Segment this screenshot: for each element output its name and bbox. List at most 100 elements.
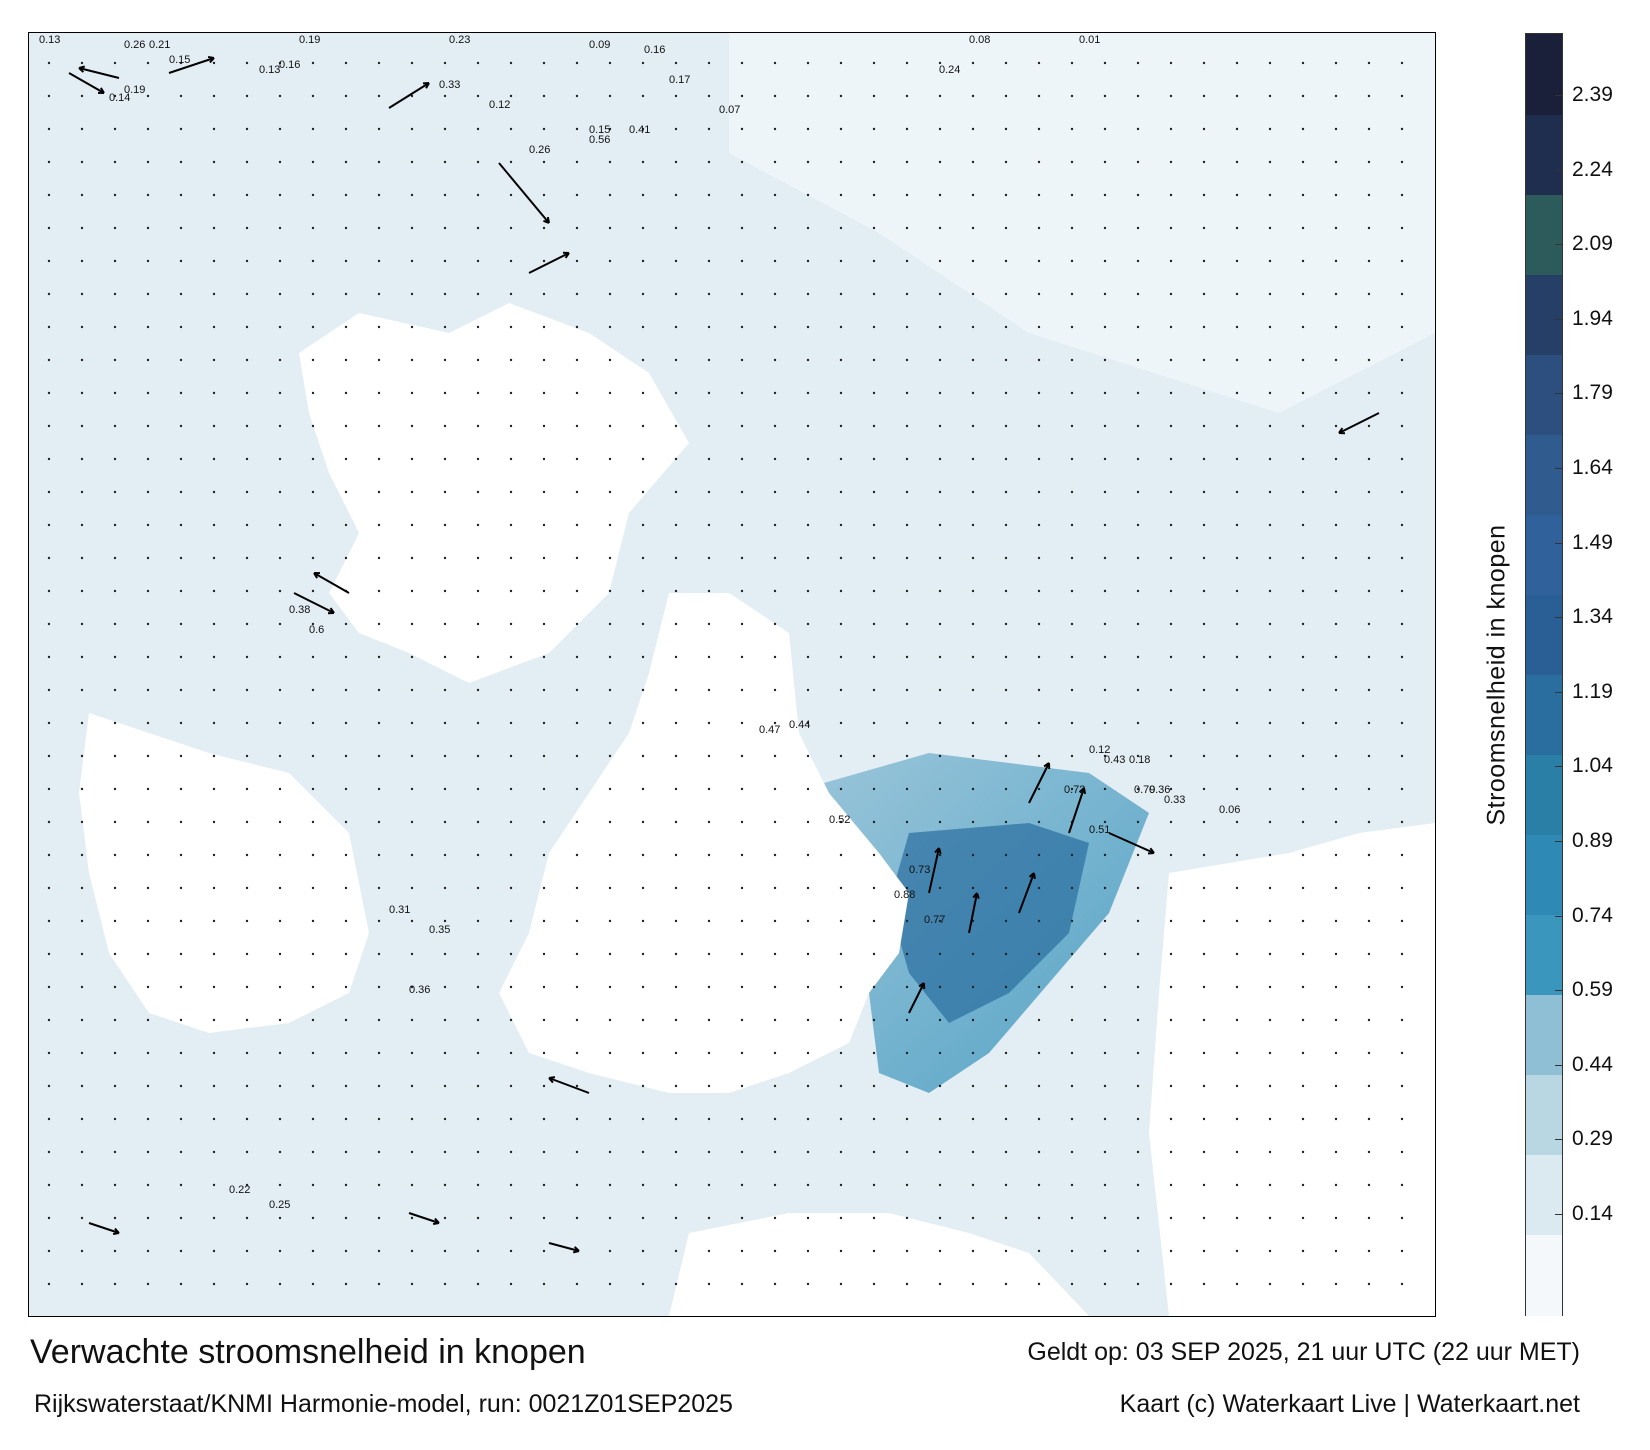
grid-dot <box>641 655 645 659</box>
grid-dot <box>1202 655 1206 659</box>
grid-dot <box>905 622 909 626</box>
grid-dot <box>1235 1084 1239 1088</box>
grid-dot <box>1202 160 1206 164</box>
grid-dot <box>740 721 744 725</box>
grid-dot <box>1037 820 1041 824</box>
grid-dot <box>1136 292 1140 296</box>
grid-dot <box>971 1249 975 1253</box>
grid-dot <box>1136 226 1140 230</box>
grid-dot <box>1136 127 1140 131</box>
grid-dot <box>245 622 249 626</box>
grid-dot <box>1169 1216 1173 1220</box>
grid-dot <box>938 457 942 461</box>
grid-dot <box>608 1183 612 1187</box>
grid-dot <box>476 127 480 131</box>
grid-dot <box>839 787 843 791</box>
grid-dot <box>443 556 447 560</box>
grid-dot <box>146 622 150 626</box>
grid-dot <box>1400 226 1404 230</box>
grid-dot <box>509 424 513 428</box>
grid-dot <box>575 325 579 329</box>
grid-dot <box>1268 556 1272 560</box>
grid-dot <box>1103 952 1107 956</box>
grid-dot <box>212 523 216 527</box>
grid-dot <box>806 259 810 263</box>
colorbar-tick-mark <box>1555 244 1563 246</box>
grid-dot <box>377 1150 381 1154</box>
grid-dot <box>410 622 414 626</box>
grid-dot <box>509 1018 513 1022</box>
grid-dot <box>839 391 843 395</box>
grid-dot <box>47 457 51 461</box>
grid-dot <box>311 127 315 131</box>
grid-dot <box>410 127 414 131</box>
grid-dot <box>1037 985 1041 989</box>
colorbar-tick-mark <box>1555 1064 1563 1066</box>
grid-dot <box>608 325 612 329</box>
grid-dot <box>278 1051 282 1055</box>
grid-dot <box>80 523 84 527</box>
grid-dot <box>344 424 348 428</box>
grid-dot <box>1169 1084 1173 1088</box>
grid-dot <box>575 226 579 230</box>
grid-dot <box>608 556 612 560</box>
grid-dot <box>476 226 480 230</box>
grid-dot <box>1367 1282 1371 1286</box>
grid-dot <box>245 292 249 296</box>
grid-dot <box>1202 292 1206 296</box>
colorbar-band <box>1526 34 1562 115</box>
grid-dot <box>1136 1282 1140 1286</box>
grid-dot <box>542 61 546 65</box>
grid-dot <box>278 94 282 98</box>
grid-dot <box>542 94 546 98</box>
grid-dot <box>839 721 843 725</box>
grid-dot <box>839 1051 843 1055</box>
grid-dot <box>1334 94 1338 98</box>
grid-dot <box>740 1018 744 1022</box>
grid-dot <box>344 919 348 923</box>
grid-dot <box>1268 523 1272 527</box>
colorbar-tick-label: 1.04 <box>1572 754 1613 778</box>
grid-dot <box>146 358 150 362</box>
grid-dot <box>1037 1051 1041 1055</box>
grid-dot <box>443 1150 447 1154</box>
grid-dot <box>872 1183 876 1187</box>
grid-dot <box>938 61 942 65</box>
current-speed-label: 0.07 <box>719 104 740 116</box>
grid-dot <box>1070 622 1074 626</box>
grid-dot <box>47 61 51 65</box>
grid-dot <box>1004 919 1008 923</box>
grid-dot <box>1235 61 1239 65</box>
grid-dot <box>344 556 348 560</box>
grid-dot <box>47 325 51 329</box>
grid-dot <box>80 226 84 230</box>
grid-dot <box>806 457 810 461</box>
grid-dot <box>245 1282 249 1286</box>
grid-dot <box>278 1249 282 1253</box>
grid-dot <box>1202 226 1206 230</box>
grid-dot <box>344 1084 348 1088</box>
colorbar-tick-mark <box>1555 990 1563 992</box>
grid-dot <box>740 787 744 791</box>
grid-dot <box>443 919 447 923</box>
grid-dot <box>377 1282 381 1286</box>
grid-dot <box>1400 457 1404 461</box>
grid-dot <box>542 1051 546 1055</box>
grid-dot <box>212 1150 216 1154</box>
grid-dot <box>1334 424 1338 428</box>
grid-dot <box>641 1216 645 1220</box>
grid-dot <box>146 1051 150 1055</box>
grid-dot <box>1103 556 1107 560</box>
grid-dot <box>1103 490 1107 494</box>
grid-dot <box>80 127 84 131</box>
grid-dot <box>641 622 645 626</box>
grid-dot <box>608 1018 612 1022</box>
grid-dot <box>773 754 777 758</box>
current-arrow-head <box>972 892 980 900</box>
current-speed-label: 0.73 <box>909 864 930 876</box>
grid-dot <box>905 1183 909 1187</box>
grid-dot <box>1367 1150 1371 1154</box>
grid-dot <box>80 490 84 494</box>
grid-dot <box>806 325 810 329</box>
grid-dot <box>212 853 216 857</box>
